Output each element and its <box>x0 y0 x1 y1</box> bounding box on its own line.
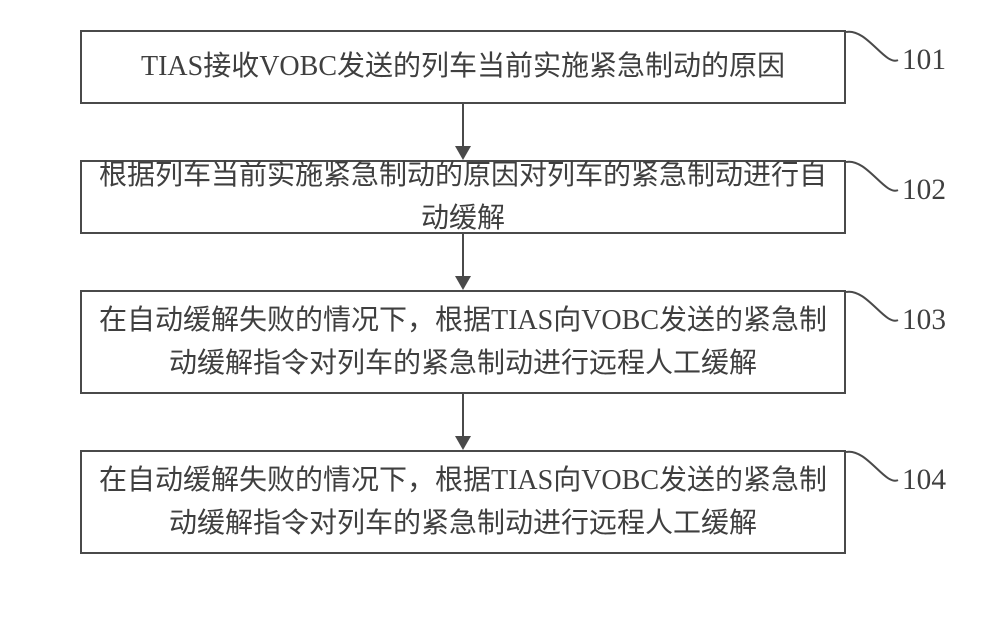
flow-arrow <box>453 234 473 290</box>
step-number-label: 102 <box>902 174 946 207</box>
flow-node-text: 在自动缓解失败的情况下，根据TIAS向VOBC发送的紧急制动缓解指令对列车的紧急… <box>96 459 830 546</box>
flow-node-n3: 在自动缓解失败的情况下，根据TIAS向VOBC发送的紧急制动缓解指令对列车的紧急… <box>80 290 846 394</box>
flow-node-n1: TIAS接收VOBC发送的列车当前实施紧急制动的原因 <box>80 30 846 104</box>
label-connector <box>844 284 908 336</box>
flow-node-text: 在自动缓解失败的情况下，根据TIAS向VOBC发送的紧急制动缓解指令对列车的紧急… <box>96 299 830 386</box>
step-number-label: 104 <box>902 464 946 497</box>
flowchart-canvas: TIAS接收VOBC发送的列车当前实施紧急制动的原因根据列车当前实施紧急制动的原… <box>0 0 1000 625</box>
flow-node-text: TIAS接收VOBC发送的列车当前实施紧急制动的原因 <box>141 45 785 88</box>
flow-node-n2: 根据列车当前实施紧急制动的原因对列车的紧急制动进行自动缓解 <box>80 160 846 234</box>
flow-node-text: 根据列车当前实施紧急制动的原因对列车的紧急制动进行自动缓解 <box>96 154 830 241</box>
label-connector <box>844 154 908 206</box>
flow-arrow <box>453 394 473 450</box>
label-connector <box>844 444 908 496</box>
step-number-label: 101 <box>902 44 946 77</box>
label-connector <box>844 24 908 76</box>
step-number-label: 103 <box>902 304 946 337</box>
flow-node-n4: 在自动缓解失败的情况下，根据TIAS向VOBC发送的紧急制动缓解指令对列车的紧急… <box>80 450 846 554</box>
flow-arrow <box>453 104 473 160</box>
